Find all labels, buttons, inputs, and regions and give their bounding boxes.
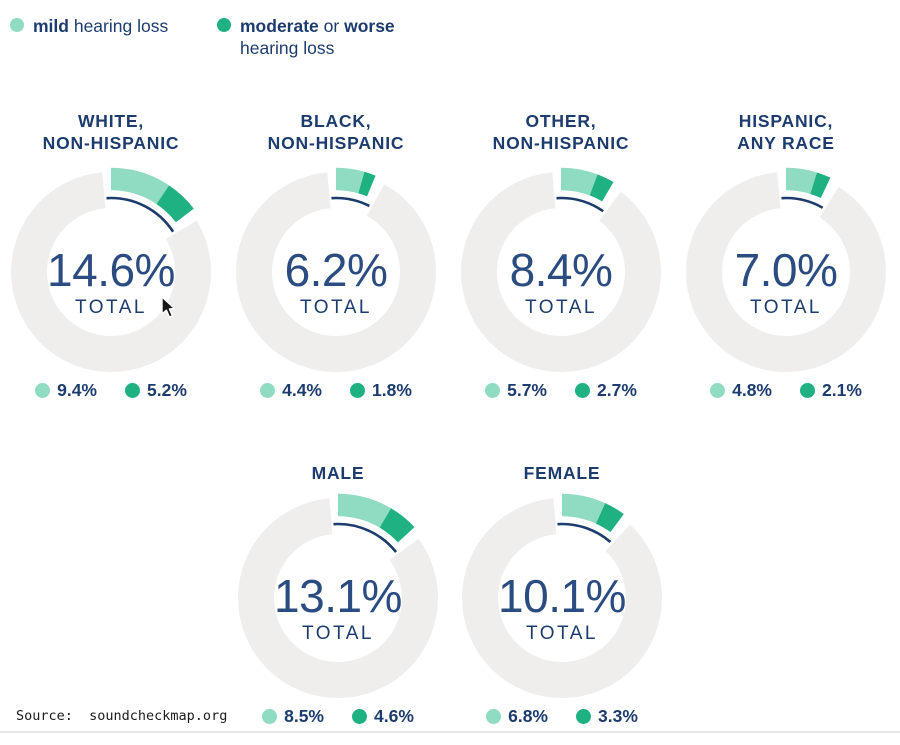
chart-value-labels: 9.4% 5.2% bbox=[6, 380, 216, 401]
chart-value-labels: 8.5% 4.6% bbox=[233, 706, 443, 727]
mild-percentage-label: 4.8% bbox=[732, 380, 772, 400]
donut-ring bbox=[11, 166, 211, 372]
moderate-dot-icon bbox=[352, 709, 367, 724]
moderate-arc-segment bbox=[589, 174, 614, 202]
moderate-dot-icon bbox=[125, 383, 140, 398]
mild-arc-segment bbox=[785, 167, 817, 195]
mild-arc-segment bbox=[560, 167, 598, 196]
legend-moderate-label: moderate or worse hearing loss bbox=[240, 15, 395, 59]
moderate-value-item: 1.8% bbox=[350, 380, 412, 401]
source-attribution: Source: soundcheckmap.org bbox=[16, 708, 228, 724]
donut-chart: OTHER, NON-HISPANIC 8.4% TOTAL 5.7% 2.7% bbox=[456, 110, 666, 400]
moderate-dot-icon bbox=[575, 383, 590, 398]
bottom-divider bbox=[0, 731, 900, 733]
mild-arc-segment bbox=[335, 167, 365, 194]
mild-arc-segment bbox=[110, 167, 170, 205]
moderate-legend-dot-icon bbox=[217, 18, 231, 32]
chart-value-labels: 4.4% 1.8% bbox=[231, 380, 441, 401]
legend-moderate-bold2: worse bbox=[344, 16, 395, 36]
mild-value-item: 6.8% bbox=[486, 706, 548, 727]
donut-ring bbox=[462, 492, 662, 698]
donut-chart: WHITE, NON-HISPANIC 14.6% TOTAL 9.4% 5.2% bbox=[6, 110, 216, 400]
moderate-percentage-label: 3.3% bbox=[598, 706, 638, 726]
mild-value-item: 4.4% bbox=[260, 380, 322, 401]
mild-legend-dot-icon bbox=[10, 18, 24, 32]
mild-value-item: 4.8% bbox=[710, 380, 772, 401]
moderate-arc-segment bbox=[379, 508, 415, 543]
mild-arc-segment bbox=[561, 493, 606, 524]
chart-value-labels: 5.7% 2.7% bbox=[456, 380, 666, 401]
moderate-percentage-label: 1.8% bbox=[372, 380, 412, 400]
mild-dot-icon bbox=[710, 383, 726, 398]
moderate-dot-icon bbox=[350, 383, 365, 398]
moderate-arc-segment bbox=[156, 185, 194, 223]
mild-percentage-label: 6.8% bbox=[508, 706, 548, 726]
mild-value-item: 5.7% bbox=[485, 380, 547, 401]
donut-chart: HISPANIC, ANY RACE 7.0% TOTAL 4.8% 2.1% bbox=[681, 110, 891, 400]
moderate-value-item: 5.2% bbox=[125, 380, 187, 401]
mild-value-item: 9.4% bbox=[35, 380, 97, 401]
legend-moderate-line2: hearing loss bbox=[240, 38, 335, 58]
moderate-arc-segment bbox=[810, 172, 831, 199]
chart-title: HISPANIC, ANY RACE bbox=[737, 111, 835, 153]
donut-ring bbox=[461, 166, 661, 372]
mild-dot-icon bbox=[262, 709, 278, 724]
legend-mild-bold: mild bbox=[33, 16, 69, 36]
mild-arc-segment bbox=[337, 493, 392, 528]
chart-title: MALE bbox=[311, 463, 365, 483]
moderate-value-item: 2.7% bbox=[575, 380, 637, 401]
moderate-percentage-label: 2.7% bbox=[597, 380, 637, 400]
legend-moderate-bold: moderate bbox=[240, 16, 319, 36]
mild-percentage-label: 4.4% bbox=[282, 380, 322, 400]
donut-chart: MALE 13.1% TOTAL 8.5% 4.6% bbox=[233, 462, 443, 726]
mild-percentage-label: 9.4% bbox=[57, 380, 97, 400]
moderate-value-item: 4.6% bbox=[352, 706, 414, 727]
mild-percentage-label: 5.7% bbox=[507, 380, 547, 400]
donut-ring bbox=[686, 166, 886, 372]
chart-title: FEMALE bbox=[523, 463, 601, 483]
legend-item-moderate: moderate or worse hearing loss bbox=[217, 15, 395, 59]
moderate-percentage-label: 4.6% bbox=[374, 706, 414, 726]
legend-moderate-mid: or bbox=[318, 16, 345, 36]
chart-title: WHITE, NON-HISPANIC bbox=[42, 111, 180, 153]
chart-value-labels: 6.8% 3.3% bbox=[457, 706, 667, 727]
moderate-dot-icon bbox=[800, 383, 815, 398]
donut-chart: FEMALE 10.1% TOTAL 6.8% 3.3% bbox=[457, 462, 667, 726]
chart-value-labels: 4.8% 2.1% bbox=[681, 380, 891, 401]
moderate-dot-icon bbox=[576, 709, 591, 724]
mild-dot-icon bbox=[486, 709, 502, 724]
chart-title: OTHER, NON-HISPANIC bbox=[492, 111, 630, 153]
chart-title: BLACK, NON-HISPANIC bbox=[267, 111, 405, 153]
moderate-arc-segment bbox=[358, 171, 376, 197]
mild-dot-icon bbox=[485, 383, 501, 398]
mild-dot-icon bbox=[35, 383, 51, 398]
donut-ring bbox=[238, 492, 438, 698]
moderate-arc-segment bbox=[595, 503, 624, 533]
donut-ring bbox=[236, 166, 436, 372]
legend-mild-label: mild hearing loss bbox=[33, 15, 168, 37]
donut-chart: BLACK, NON-HISPANIC 6.2% TOTAL 4.4% 1.8% bbox=[231, 110, 441, 400]
legend-item-mild: mild hearing loss bbox=[10, 15, 168, 37]
mild-dot-icon bbox=[260, 383, 276, 398]
moderate-percentage-label: 5.2% bbox=[147, 380, 187, 400]
legend-mild-rest: hearing loss bbox=[68, 16, 169, 36]
moderate-value-item: 3.3% bbox=[576, 706, 638, 727]
moderate-percentage-label: 2.1% bbox=[822, 380, 862, 400]
moderate-value-item: 2.1% bbox=[800, 380, 862, 401]
mild-value-item: 8.5% bbox=[262, 706, 324, 727]
mild-percentage-label: 8.5% bbox=[284, 706, 324, 726]
